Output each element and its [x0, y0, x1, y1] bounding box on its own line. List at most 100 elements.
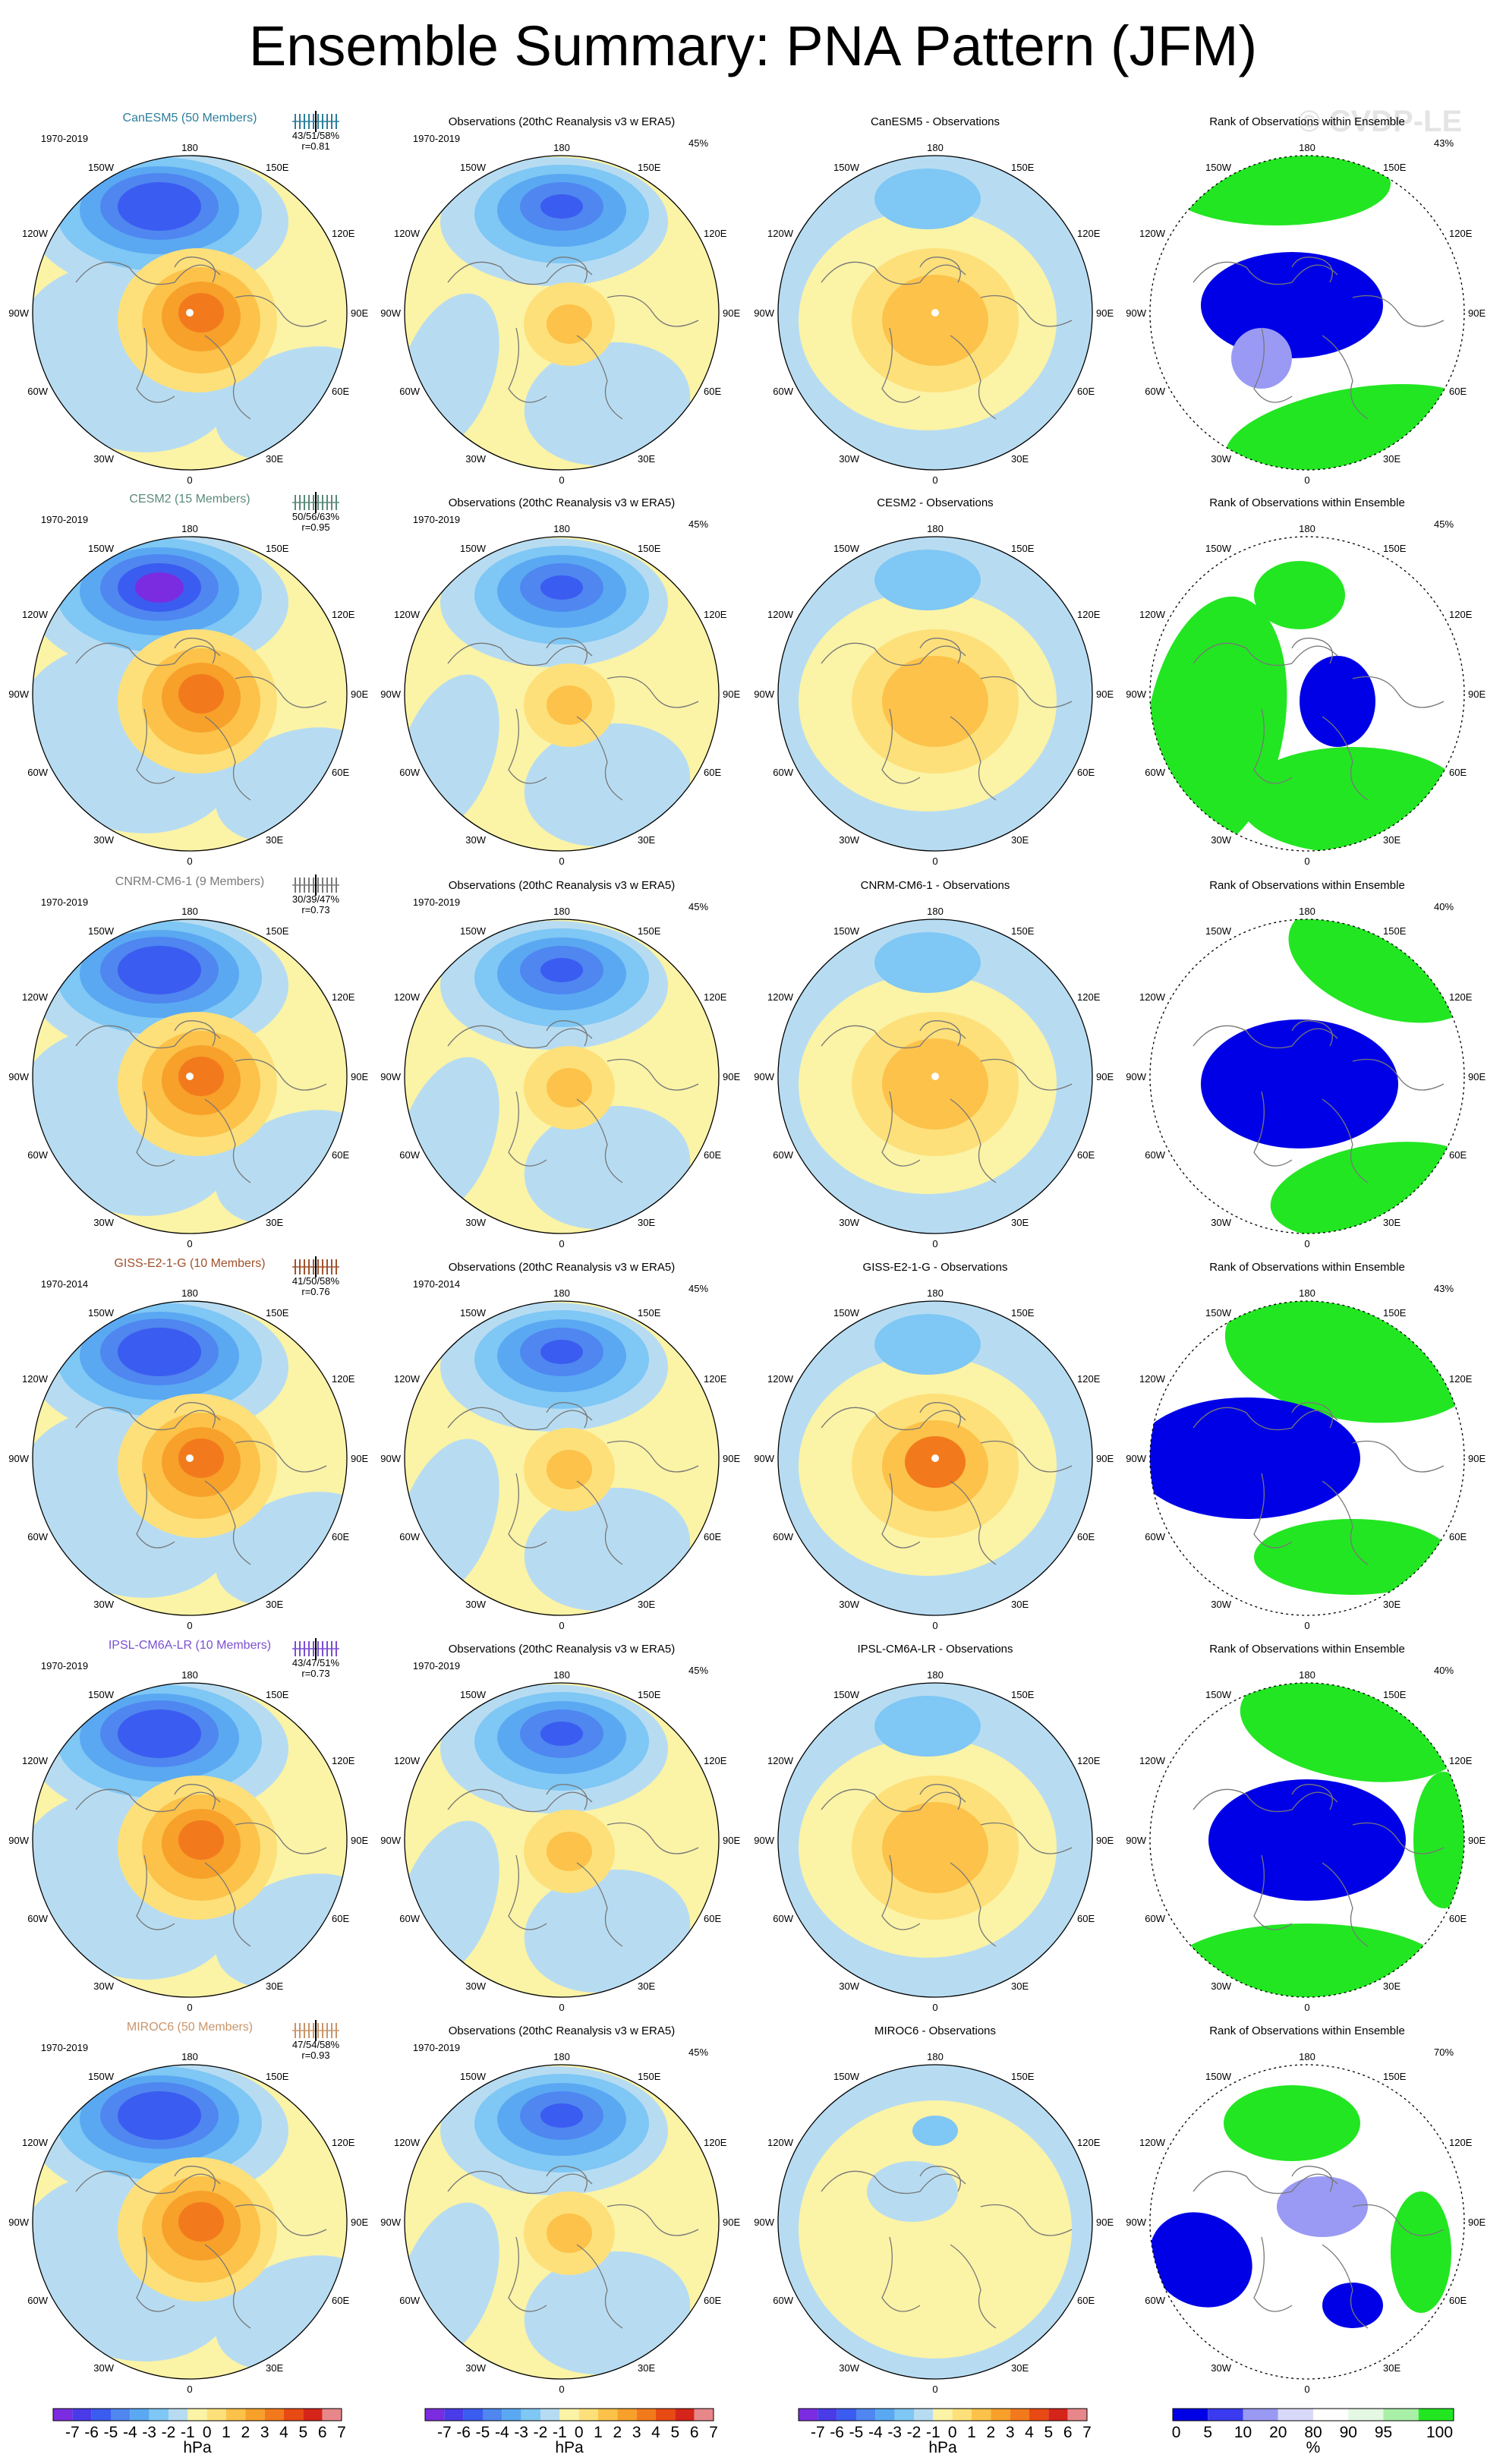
colorbar-tick: 80 [1304, 2424, 1322, 2441]
contour-region [882, 656, 988, 747]
coastline [75, 2170, 221, 2195]
lon-label-180: 180 [1299, 2051, 1315, 2062]
lon-label-150e: 150E [638, 2071, 661, 2082]
colorbar-tick: 5 [1203, 2424, 1212, 2441]
coastline [881, 327, 921, 403]
lon-label-180: 180 [553, 906, 570, 917]
lon-label-0: 0 [932, 2002, 937, 2013]
lon-label-30e: 30E [1383, 1599, 1400, 1610]
lon-label-60w: 60W [1145, 1149, 1165, 1161]
polar-map: 180 0 90W 90E 150W 120W 150E 120E 60W 30W 60E 30E [1126, 1669, 1486, 2013]
contour-region [874, 550, 981, 610]
polar-map: 180 0 90W 90E 150W 120W 150E 120E 60W 30W 60E 30E [380, 1287, 740, 1631]
lon-label-90w: 90W [754, 688, 774, 700]
lon-label-150e: 150E [266, 925, 289, 937]
lon-label-150w: 150W [460, 925, 487, 937]
coastline [576, 716, 623, 801]
lon-label-30w: 30W [1211, 1217, 1231, 1228]
lon-label-150w: 150W [1205, 162, 1232, 173]
contour-region [524, 723, 691, 847]
coastline [1322, 1862, 1369, 1947]
lon-label-0: 0 [187, 1238, 192, 1249]
lon-label-180: 180 [181, 523, 198, 534]
colorbar-tick: 0 [948, 2424, 957, 2441]
model-title: CNRM-CM6-1 (9 Members) [115, 875, 264, 888]
coastline [235, 1822, 327, 1854]
lon-label-150e: 150E [1011, 1689, 1035, 1700]
colorbar-swatch [1278, 2409, 1313, 2421]
colorbar-swatch [502, 2409, 521, 2421]
coastline [136, 708, 175, 784]
lon-label-60w: 60W [27, 767, 48, 778]
obs-percent: 45% [688, 2047, 708, 2058]
contour-region [540, 1340, 583, 1364]
lon-label-0: 0 [187, 2002, 192, 2013]
lon-label-30w: 30W [465, 1217, 486, 1228]
lon-label-120w: 120W [1139, 609, 1166, 620]
lon-label-90w: 90W [380, 1071, 401, 1082]
colorbar-swatch [53, 2409, 73, 2421]
contour-region [882, 275, 988, 366]
lon-label-120w: 120W [767, 609, 794, 620]
coastline [235, 1058, 327, 1091]
coastline [136, 1091, 175, 1167]
coastline [447, 642, 593, 666]
polar-map: 180 0 90W 90E 150W 120W 150E 120E 60W 30W 60E 30E [8, 142, 368, 486]
lon-label-60w: 60W [1145, 386, 1165, 397]
coastline [980, 2204, 1073, 2236]
lon-label-150w: 150W [1205, 1307, 1232, 1319]
lon-label-150e: 150E [266, 1689, 289, 1700]
lon-label-60e: 60E [704, 2295, 721, 2306]
coastline [950, 1862, 997, 1947]
colorbar-swatch [1208, 2409, 1243, 2421]
obs-title: Observations (20thC Reanalysis v3 w ERA5… [449, 1261, 675, 1274]
coastline [980, 676, 1073, 708]
lon-label-90w: 90W [380, 1453, 401, 1464]
rank-percent: 43% [1434, 137, 1454, 149]
lon-label-150e: 150E [1011, 2071, 1035, 2082]
colorbar-tick: 95 [1375, 2424, 1392, 2441]
lon-label-60w: 60W [399, 1149, 420, 1161]
lon-label-60w: 60W [399, 2295, 420, 2306]
pattern-correlation: r=0.81 [301, 140, 329, 152]
lon-label-60w: 60W [27, 1913, 48, 1924]
colorbar-tick: 2 [986, 2424, 995, 2441]
lon-label-120e: 120E [332, 2137, 355, 2148]
pole-dot [931, 1073, 939, 1080]
colorbar-tick: -6 [84, 2424, 99, 2441]
colorbar-swatch [818, 2409, 837, 2421]
lon-label-180: 180 [927, 1287, 944, 1299]
lon-label-30e: 30E [1011, 834, 1029, 846]
coastline [950, 2244, 997, 2329]
lon-label-30e: 30E [1383, 1217, 1400, 1228]
lon-label-30e: 30E [638, 453, 655, 465]
lon-label-90w: 90W [1126, 1835, 1146, 1846]
lon-label-0: 0 [932, 2384, 937, 2395]
colorbar-swatch [169, 2409, 188, 2421]
colorbar-swatch [636, 2409, 656, 2421]
lon-label-180: 180 [927, 142, 944, 153]
lon-label-120w: 120W [22, 609, 49, 620]
coastline [75, 1407, 221, 1431]
lon-label-90w: 90W [8, 1071, 29, 1082]
colorbar-swatch [72, 2409, 92, 2421]
contour-region [1208, 1779, 1406, 1901]
polar-map: 180 0 90W 90E 150W 120W 150E 120E 60W 30W 60E 30E [1126, 1287, 1486, 1631]
colorbar-hpa: -7 -6 -5 -4 -3 -2 -1 0 1 2 3 4 5 6 7 hPa [52, 2408, 346, 2456]
lon-label-90w: 90W [754, 1071, 774, 1082]
rank-title: Rank of Observations within Ensemble [1209, 115, 1405, 128]
coastline [1352, 676, 1445, 708]
pole-dot [931, 1454, 939, 1462]
coastline [174, 1402, 216, 1429]
lon-label-30w: 30W [93, 1217, 114, 1228]
coastline [546, 1402, 588, 1429]
lon-label-30w: 30W [465, 1599, 486, 1610]
diff-title: CESM2 - Observations [877, 496, 993, 509]
polar-map: 180 0 90W 90E 150W 120W 150E 120E 60W 30W 60E 30E [380, 142, 740, 486]
lon-label-150w: 150W [1205, 1689, 1232, 1700]
contour-region [867, 2161, 958, 2222]
contour-region [178, 293, 224, 332]
lon-label-180: 180 [553, 2051, 570, 2062]
coastline [980, 1822, 1073, 1854]
